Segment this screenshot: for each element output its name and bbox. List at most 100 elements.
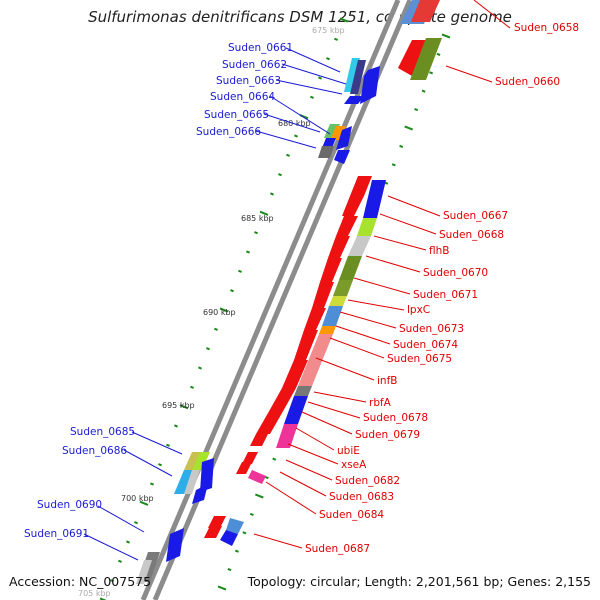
scale-tick <box>179 404 189 410</box>
gene-box <box>322 306 343 326</box>
scale-tick <box>198 366 202 370</box>
gene-label[interactable]: Suden_0673 <box>399 323 464 335</box>
scale-tick <box>166 443 170 447</box>
gene-label[interactable]: Suden_0664 <box>210 91 275 103</box>
gene-label[interactable]: Suden_0684 <box>319 509 384 521</box>
gene-label[interactable]: Suden_0675 <box>387 353 452 365</box>
gene-box <box>318 146 334 158</box>
gene-box <box>284 396 308 424</box>
forward-gene-labels: Suden_0661 Suden_0662 Suden_0663 Suden_0… <box>24 42 293 540</box>
scale-tick <box>110 579 114 583</box>
gene-label[interactable]: infB <box>377 375 397 387</box>
gene-box <box>357 218 377 236</box>
gene-arrow <box>256 420 278 434</box>
scale-tick <box>310 95 314 99</box>
reverse-strand-genes <box>204 0 442 546</box>
gene-arrow <box>200 458 214 492</box>
gene-arrow <box>282 360 308 388</box>
scale-label: 675 kbp <box>312 26 345 35</box>
scale-label: 685 kbp <box>241 214 274 223</box>
scale-tick <box>206 347 210 351</box>
gene-label[interactable]: Suden_0679 <box>355 429 420 441</box>
gene-arrow <box>272 388 296 406</box>
scale-tick <box>217 585 227 591</box>
gene-box <box>330 126 346 140</box>
scale-label: 700 kbp <box>121 494 154 503</box>
gene-arrow <box>236 462 252 474</box>
scale-tick <box>158 463 162 467</box>
gene-arrow <box>360 66 380 104</box>
gene-label[interactable]: ubiE <box>337 445 360 457</box>
gene-label[interactable]: Suden_0670 <box>423 267 488 279</box>
gene-label[interactable]: Suden_0686 <box>62 445 127 457</box>
gene-box <box>322 138 336 148</box>
scale-tick <box>214 327 218 331</box>
gene-box <box>333 280 353 296</box>
gene-label[interactable]: xseA <box>341 459 367 471</box>
gene-label[interactable]: Suden_0668 <box>439 229 504 241</box>
gene-box <box>319 326 336 334</box>
gene-label[interactable]: Suden_0661 <box>228 42 293 54</box>
gene-label[interactable]: Suden_0658 <box>514 22 579 34</box>
gene-arrow <box>312 282 334 308</box>
gene-label[interactable]: lpxC <box>407 304 430 316</box>
gene-label[interactable]: Suden_0691 <box>24 528 89 540</box>
scale-tick <box>134 521 138 525</box>
gene-label[interactable]: Suden_0687 <box>305 543 370 555</box>
gene-label[interactable]: flhB <box>429 245 449 257</box>
scale-tick <box>254 231 258 235</box>
scale-tick <box>259 210 269 216</box>
scale-tick <box>234 549 239 553</box>
scale-label: 690 kbp <box>203 308 236 317</box>
scale-tick <box>429 71 434 75</box>
scale-tick <box>242 531 247 535</box>
gene-label[interactable]: Suden_0666 <box>196 126 261 138</box>
gene-label[interactable]: Suden_0683 <box>329 491 394 503</box>
gene-label[interactable]: Suden_0671 <box>413 289 478 301</box>
gene-label[interactable]: Suden_0682 <box>335 475 400 487</box>
scale-tick <box>399 144 404 148</box>
scale-tick <box>254 493 264 499</box>
scale-tick <box>318 76 322 80</box>
gene-arrow <box>328 236 350 258</box>
scale-tick <box>404 125 414 131</box>
gene-label[interactable]: Suden_0685 <box>70 426 135 438</box>
gene-arrow <box>350 176 372 196</box>
gene-arrow <box>242 452 258 464</box>
gene-label[interactable]: Suden_0690 <box>37 499 102 511</box>
gene-box <box>192 452 210 470</box>
gene-box <box>276 424 298 448</box>
gene-label[interactable]: rbfA <box>369 397 392 409</box>
gene-label[interactable]: Suden_0667 <box>443 210 508 222</box>
scale-tick <box>334 37 338 41</box>
scale-tick <box>99 597 107 600</box>
scale-tick <box>139 500 149 506</box>
gene-arrow <box>264 406 286 420</box>
gene-label[interactable]: Suden_0663 <box>216 75 281 87</box>
gene-box <box>348 236 371 256</box>
gene-arrow <box>294 330 318 360</box>
scale-tick <box>391 163 396 167</box>
scale-tick <box>219 307 229 313</box>
scale-tick <box>272 457 277 461</box>
scale-tick <box>190 385 194 389</box>
gene-arrow <box>334 150 350 164</box>
gene-arrow <box>344 96 364 104</box>
gene-label[interactable]: Suden_0674 <box>393 339 458 351</box>
gene-arrow <box>204 526 222 538</box>
gene-label[interactable]: Suden_0665 <box>204 109 269 121</box>
gene-box <box>410 38 442 80</box>
reverse-gene-labels: Suden_0658 Suden_0660 Suden_0667 Suden_0… <box>305 22 579 555</box>
forward-strand-genes <box>136 58 380 584</box>
scale-label: 695 kbp <box>162 401 195 410</box>
gene-arrow <box>320 258 342 282</box>
gene-arrow <box>304 308 326 330</box>
scale-tick <box>339 17 349 23</box>
gene-box <box>136 560 152 584</box>
gene-label[interactable]: Suden_0662 <box>222 59 287 71</box>
gene-label[interactable]: Suden_0678 <box>363 412 428 424</box>
gene-arrow <box>336 216 358 236</box>
gene-label[interactable]: Suden_0660 <box>495 76 560 88</box>
